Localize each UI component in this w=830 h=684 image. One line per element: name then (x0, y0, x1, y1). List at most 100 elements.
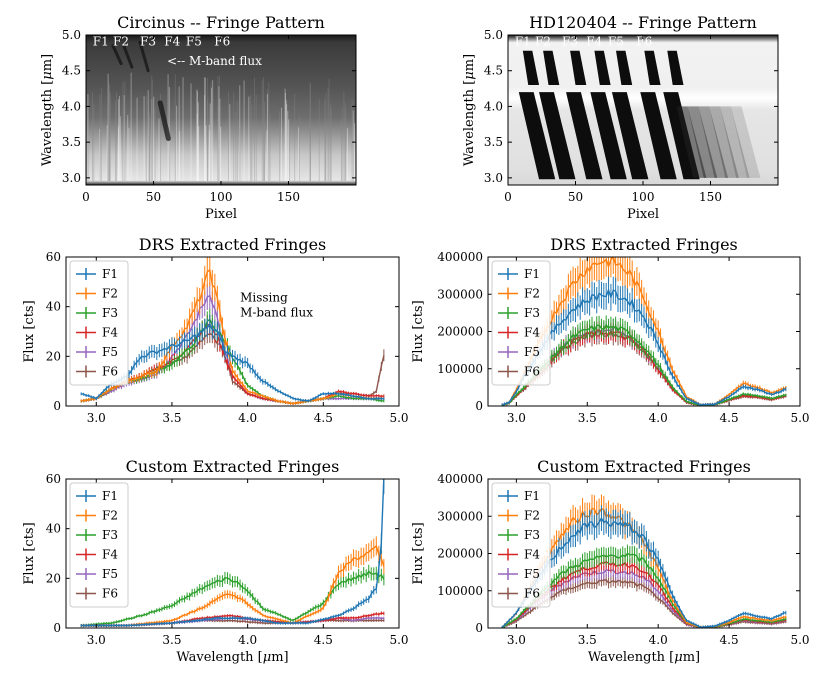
fringe-label-f6: F6 (636, 35, 652, 49)
legend-box (491, 482, 551, 608)
legend-label-f6: F6 (102, 365, 118, 379)
y-tick-label: 0 (475, 399, 483, 413)
legend-box (491, 260, 551, 386)
x-tick-label: 3.0 (507, 633, 526, 647)
x-tick-label: 4.5 (720, 633, 739, 647)
y-tick-label: 300000 (437, 287, 483, 301)
fringe-upper (522, 50, 540, 85)
legend-label-f3: F3 (524, 528, 540, 542)
y-tick-label: 60 (46, 472, 61, 486)
panel-title: Circinus -- Fringe Pattern (117, 13, 325, 32)
legend-label-f3: F3 (102, 306, 118, 320)
y-axis-label: Flux [cts] (22, 300, 37, 362)
y-tick-label: 400000 (437, 472, 483, 486)
y-tick-label: 3.0 (62, 171, 81, 185)
plot-frame (65, 478, 400, 629)
fringe-lower (640, 92, 677, 180)
x-tick-label: 4.5 (314, 633, 333, 647)
line-panel-5: 3.0 3.5 4.0 4.5 5.0 0 100000 200000 300000 400000… (411, 457, 810, 665)
y-axis-label: Flux [cts] (411, 300, 426, 362)
panel-title: Custom Extracted Fringes (537, 457, 751, 476)
legend-label-f6: F6 (102, 587, 118, 601)
fringe-tail (698, 106, 729, 178)
y-tick-label: 3.5 (62, 135, 81, 149)
x-tick-label: 0 (504, 190, 512, 204)
legend-label-f5: F5 (102, 345, 118, 359)
fringe-label-f5: F5 (186, 35, 202, 49)
fringe-streak (111, 44, 123, 66)
legend-label-f5: F5 (524, 345, 540, 359)
series-area (80, 479, 385, 628)
fringe-label-f1: F1 (93, 35, 109, 49)
y-tick-label: 0 (475, 621, 483, 635)
heatmap-background (86, 35, 356, 185)
legend: F1 F2 F3 F4 F5 F6 (69, 260, 129, 386)
x-tick-label: 3.5 (162, 633, 181, 647)
x-tick-label: 50 (146, 190, 161, 204)
legend-label-f5: F5 (102, 567, 118, 581)
fringe-label-f3: F3 (562, 35, 578, 49)
series-area (80, 257, 385, 406)
y-axis-label: Flux [cts] (411, 522, 426, 584)
x-tick-label: 4.5 (314, 411, 333, 425)
y-tick-label: 5.0 (62, 28, 81, 42)
series-f1 (80, 314, 385, 403)
fringe-lower (539, 92, 576, 180)
missing-flux-annotation-line: Missing (240, 291, 288, 305)
m-band-annotation: <-- M-band flux (167, 54, 262, 68)
y-tick-label: 4.0 (484, 99, 503, 113)
fringe-label-f3: F3 (140, 35, 156, 49)
x-tick-label: 4.0 (649, 411, 668, 425)
y-tick-label: 60 (46, 250, 61, 264)
y-tick-label: 40 (46, 522, 61, 536)
x-tick-label: 4.0 (238, 633, 257, 647)
legend-label-f4: F4 (102, 548, 118, 562)
y-tick-label: 100000 (437, 362, 483, 376)
x-tick-label: 3.5 (578, 633, 597, 647)
legend-label-f4: F4 (102, 326, 118, 340)
legend-label-f4: F4 (524, 548, 540, 562)
heatmap-texture (518, 50, 761, 180)
legend-label-f2: F2 (524, 509, 540, 523)
x-tick-label: 5.0 (790, 411, 809, 425)
fringe-streak (157, 100, 171, 142)
legend-box (69, 482, 129, 608)
fringe-label-f2: F2 (535, 35, 551, 49)
series-line-f1 (80, 322, 384, 402)
x-axis-label: Pixel (205, 207, 237, 222)
legend-label-f5: F5 (524, 567, 540, 581)
missing-flux-annotation-line: M-band flux (240, 306, 313, 320)
y-axis-label: Flux [cts] (22, 522, 37, 584)
y-tick-label: 400000 (437, 250, 483, 264)
fringe-upper (667, 50, 684, 85)
y-tick-label: 100000 (437, 584, 483, 598)
x-tick-label: 5.0 (389, 411, 408, 425)
fringe-upper (644, 50, 661, 85)
panel-title: Custom Extracted Fringes (126, 457, 340, 476)
fringe-lower (518, 92, 556, 180)
legend-label-f3: F3 (524, 306, 540, 320)
fringe-tail (730, 106, 761, 178)
y-tick-label: 200000 (437, 547, 483, 561)
line-panel-2: 3.0 3.5 4.0 4.5 5.0 0 20 40 60 DRS Extracted Frin… (22, 235, 409, 425)
fringe-streak (138, 40, 150, 73)
heatmap-panel-1: F1 F2 F3 F4 F5 F6 0 50 100 150 3.0 3.5 4.0 4.5 5.0 HD12… (462, 13, 779, 222)
y-axis-label: Wavelength [μm] (40, 54, 55, 166)
legend-label-f6: F6 (524, 365, 540, 379)
x-tick-label: 4.0 (238, 411, 257, 425)
x-tick-label: 4.5 (720, 411, 739, 425)
y-tick-label: 4.5 (484, 64, 503, 78)
x-tick-label: 3.0 (507, 411, 526, 425)
fringe-label-f6: F6 (214, 35, 230, 49)
y-axis-label: Wavelength [μm] (462, 54, 477, 166)
y-tick-label: 5.0 (484, 28, 503, 42)
x-tick-label: 3.5 (578, 411, 597, 425)
legend-label-f2: F2 (102, 509, 118, 523)
y-tick-label: 4.0 (62, 99, 81, 113)
series-area (501, 257, 787, 406)
fringe-tail (687, 106, 718, 178)
legend-label-f2: F2 (102, 287, 118, 301)
x-tick-label: 3.0 (87, 633, 106, 647)
series-f2 (80, 257, 385, 405)
